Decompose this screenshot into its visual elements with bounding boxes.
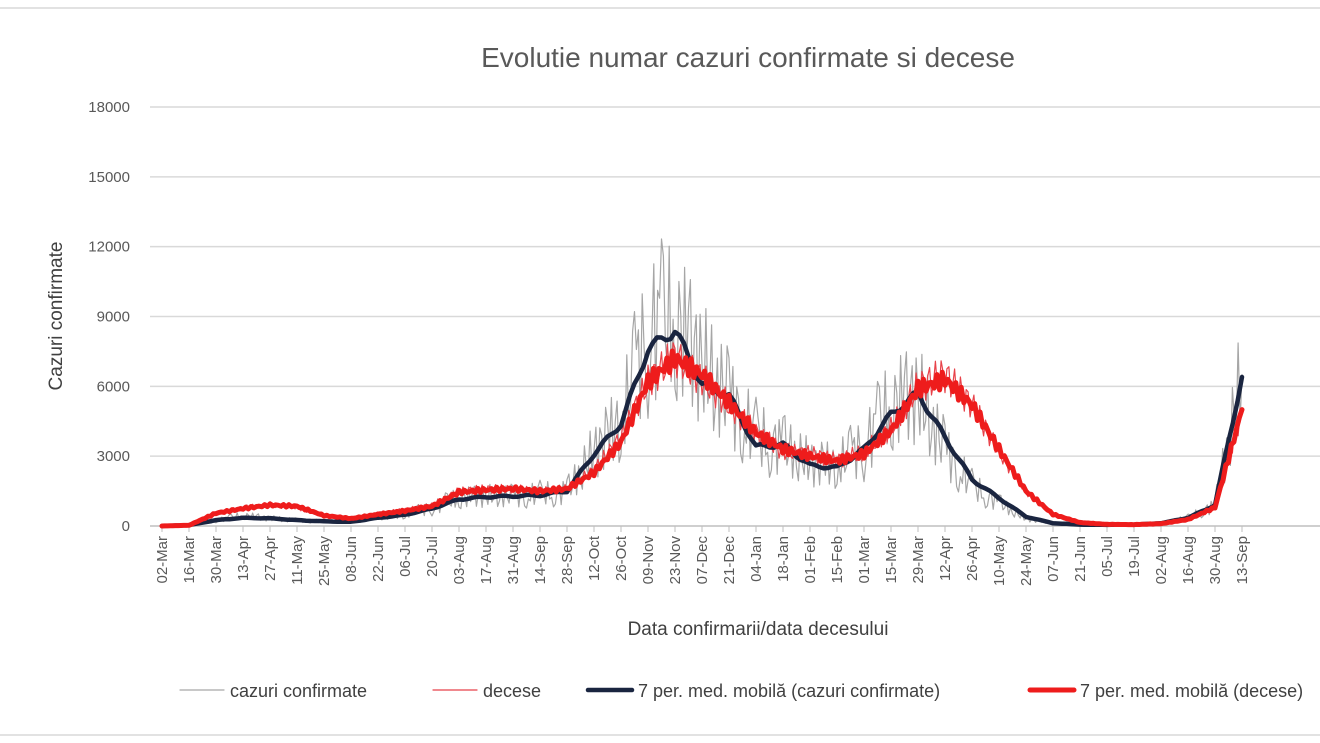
x-tick-label: 20-Jul (424, 536, 441, 577)
x-tick-label: 18-Jan (775, 536, 792, 582)
x-axis-ticks: 02-Mar 16-Mar 30-Mar 13-Apr 27-Apr 11-May 25-M… (154, 526, 1251, 586)
y-tick-label: 12000 (88, 239, 130, 256)
legend-label: 7 per. med. mobilă (decese) (1080, 681, 1303, 701)
x-tick-label: 02-Mar (154, 536, 171, 584)
legend-label: cazuri confirmate (230, 681, 367, 701)
x-tick-label: 12-Apr (937, 536, 954, 581)
x-tick-label: 15-Feb (829, 536, 846, 584)
x-tick-label: 21-Jun (1072, 536, 1089, 582)
y-tick-label: 0 (122, 518, 130, 535)
x-tick-label: 30-Mar (208, 536, 225, 584)
x-tick-label: 02-Aug (1153, 536, 1170, 584)
x-tick-label: 30-Aug (1207, 536, 1224, 584)
legend-label: 7 per. med. mobilă (cazuri confirmate) (638, 681, 940, 701)
x-tick-label: 19-Jul (1126, 536, 1143, 577)
x-tick-label: 23-Nov (667, 536, 684, 585)
x-tick-label: 10-May (991, 536, 1008, 587)
x-tick-label: 27-Apr (262, 536, 279, 581)
x-tick-label: 13-Sep (1234, 536, 1251, 584)
x-tick-label: 12-Oct (586, 535, 603, 581)
series-lines (159, 238, 1245, 529)
y-axis-ticks: 0 3000 6000 9000 12000 15000 18000 (88, 99, 130, 535)
series-line-4 (159, 348, 1245, 529)
x-tick-label: 01-Feb (802, 536, 819, 584)
x-tick-label: 26-Apr (964, 536, 981, 581)
x-tick-label: 09-Nov (640, 536, 657, 585)
x-tick-label: 25-May (316, 536, 333, 587)
x-tick-label: 17-Aug (478, 536, 495, 584)
legend: cazuri confirmate decese 7 per. med. mobil… (179, 681, 1303, 701)
x-tick-label: 15-Mar (883, 536, 900, 584)
x-tick-label: 16-Mar (181, 536, 198, 584)
y-tick-label: 9000 (97, 309, 130, 326)
x-tick-label: 11-May (289, 536, 306, 585)
x-tick-label: 01-Mar (856, 536, 873, 584)
gridlines (150, 106, 1320, 527)
x-axis-title: Data confirmarii/data decesului (628, 619, 889, 640)
y-tick-label: 6000 (97, 378, 130, 395)
x-tick-label: 07-Dec (694, 536, 711, 585)
x-tick-label: 06-Jul (397, 536, 414, 577)
x-tick-label: 29-Mar (910, 536, 927, 584)
x-tick-label: 07-Jun (1045, 536, 1062, 582)
x-tick-label: 31-Aug (505, 536, 522, 584)
y-tick-label: 3000 (97, 448, 130, 465)
x-tick-label: 22-Jun (370, 536, 387, 582)
x-tick-label: 13-Apr (235, 536, 252, 581)
x-tick-label: 04-Jan (748, 536, 765, 582)
x-tick-label: 28-Sep (559, 536, 576, 584)
x-tick-label: 21-Dec (721, 536, 738, 585)
y-tick-label: 15000 (88, 169, 130, 186)
series-line-3 (159, 329, 1245, 529)
y-tick-label: 18000 (88, 99, 130, 116)
x-tick-label: 05-Jul (1099, 536, 1116, 577)
x-tick-label: 03-Aug (451, 536, 468, 584)
x-tick-label: 08-Jun (343, 536, 360, 582)
x-tick-label: 14-Sep (532, 536, 549, 584)
x-tick-label: 24-May (1018, 536, 1035, 587)
y-axis-title: Cazuri confirmate (46, 242, 67, 391)
x-tick-label: 16-Aug (1180, 536, 1197, 584)
chart-title: Evolutie numar cazuri confirmate si dece… (481, 42, 1015, 73)
legend-label: decese (483, 681, 541, 701)
x-tick-label: 26-Oct (613, 535, 630, 581)
